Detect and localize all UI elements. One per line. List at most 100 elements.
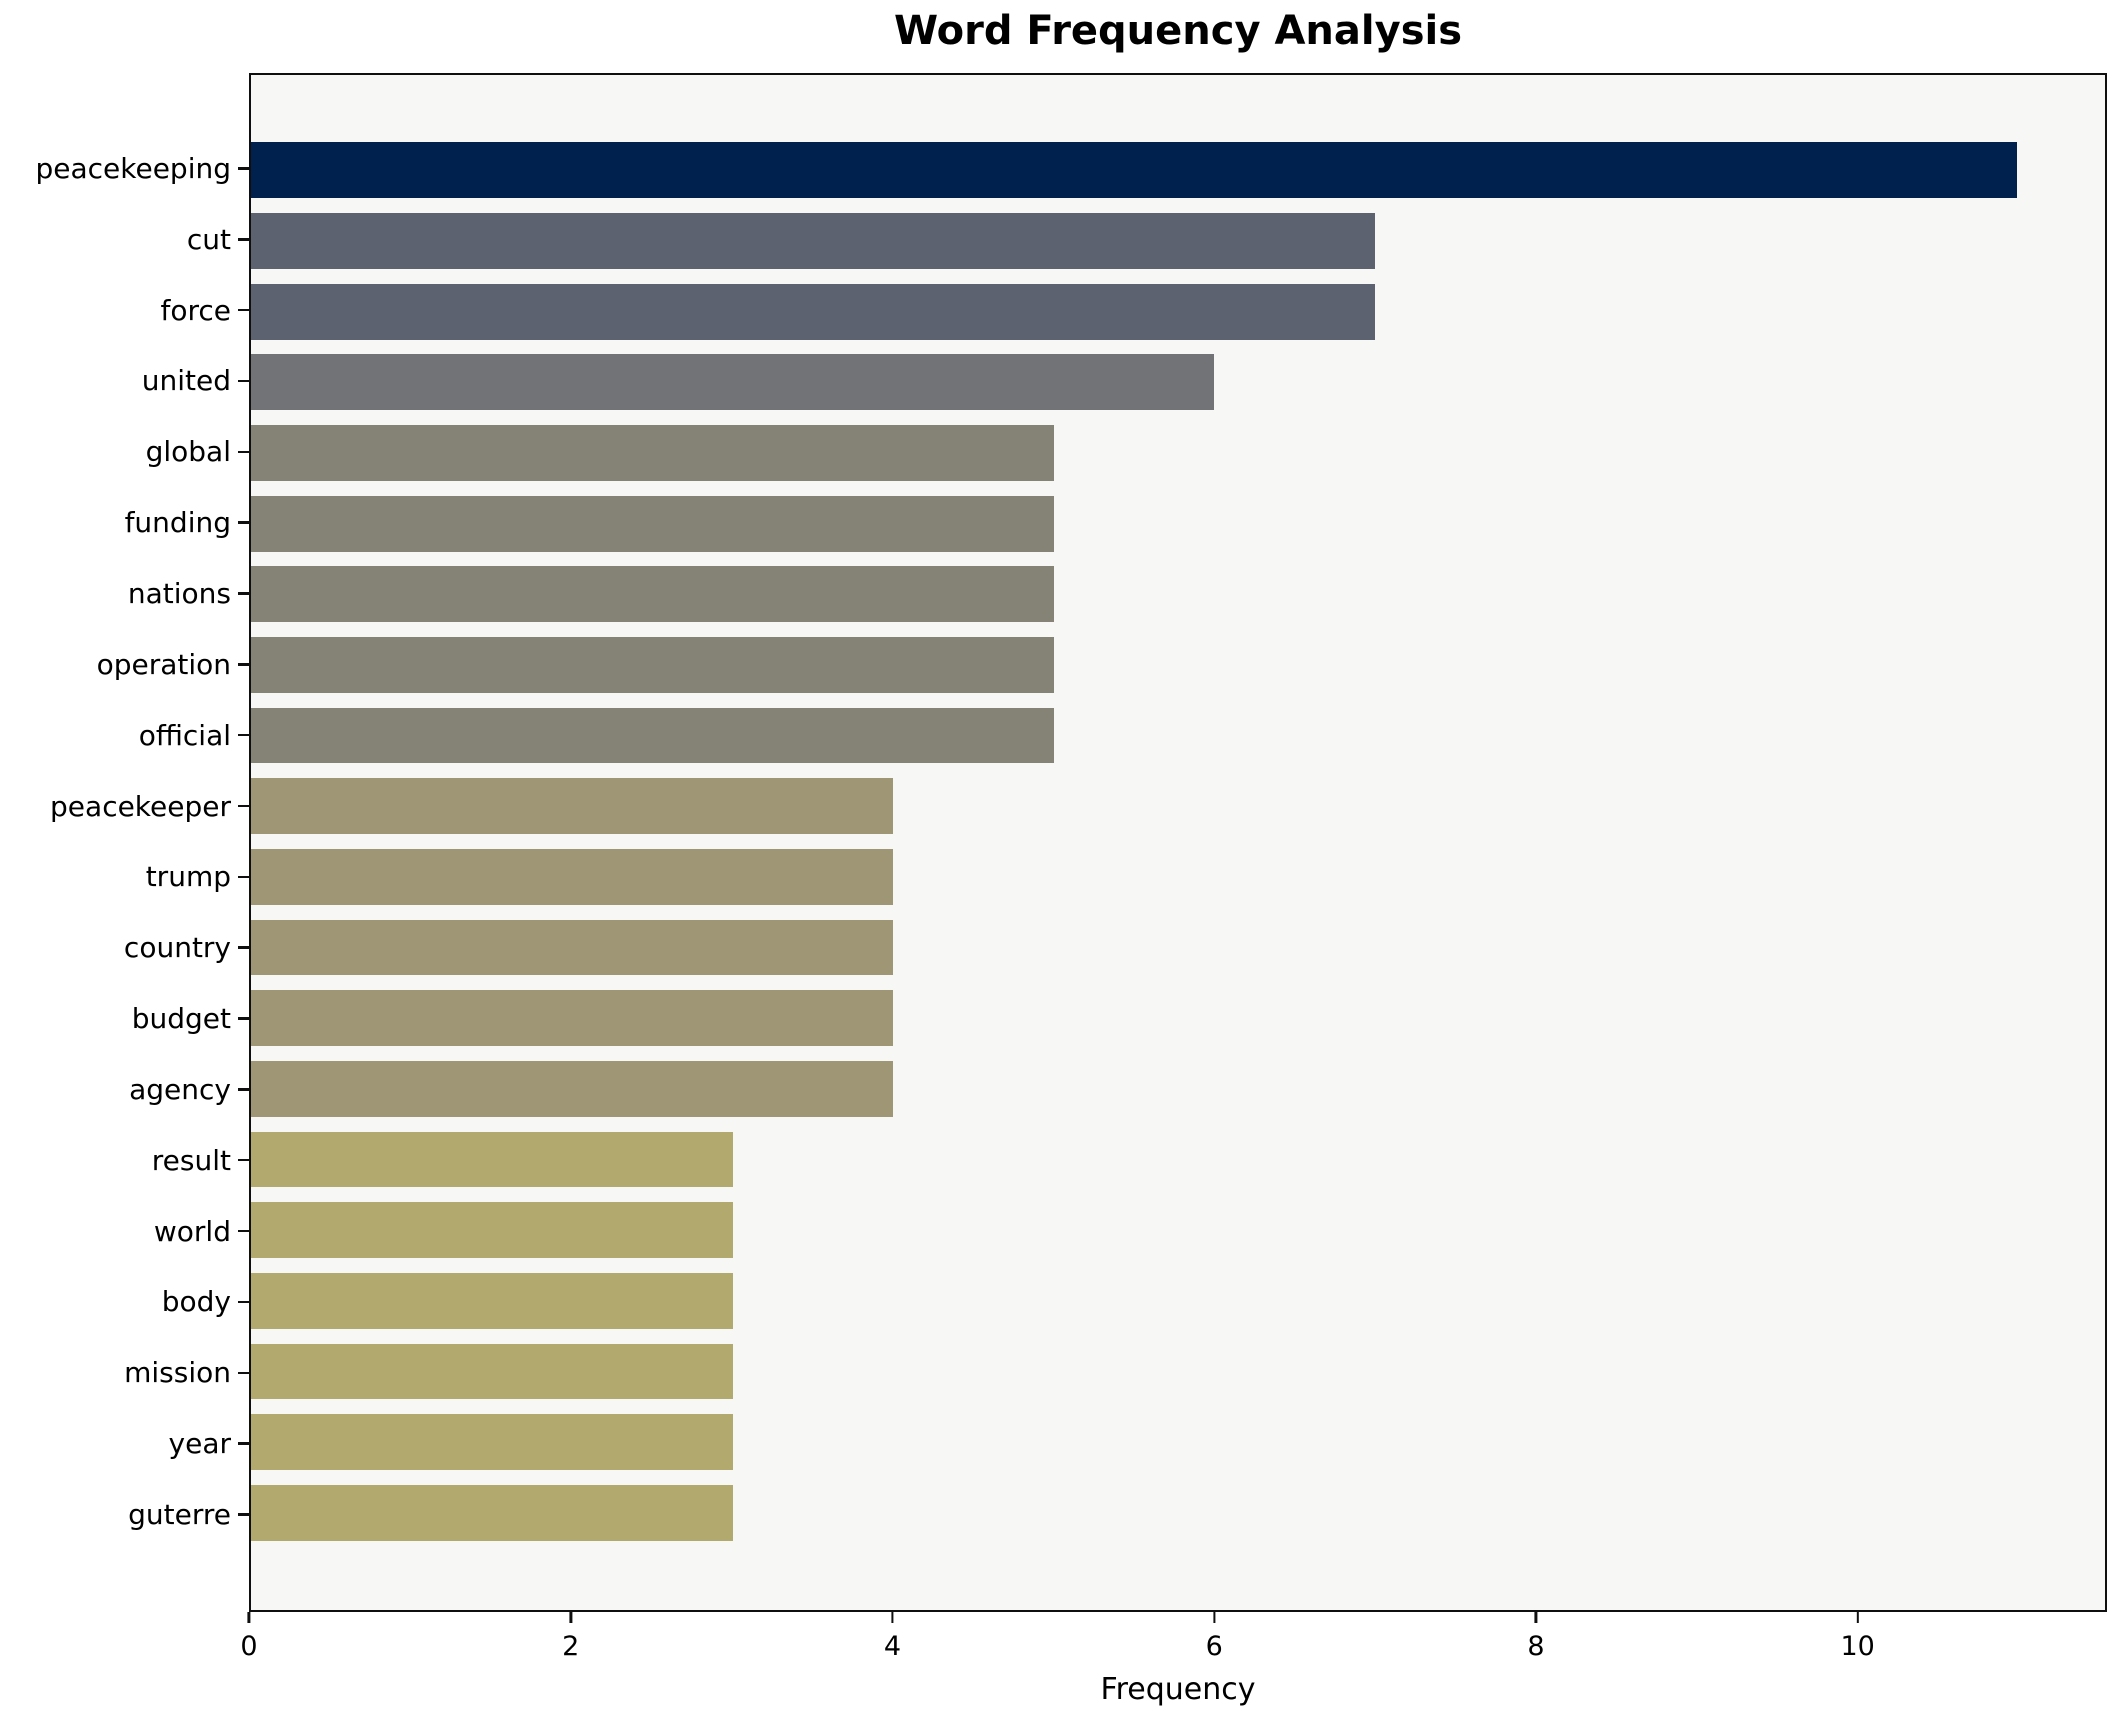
y-tick-row: peacekeeper: [0, 771, 249, 842]
y-tick-mark: [238, 450, 249, 454]
y-tick-label: result: [151, 1143, 231, 1177]
y-tick-row: body: [0, 1267, 249, 1338]
y-axis-labels: peacekeeping cut force united global funding n…: [0, 73, 249, 1612]
x-tick-mark: [1212, 1612, 1216, 1623]
bar-united: [251, 354, 1215, 411]
y-tick-mark: [238, 238, 249, 241]
y-tick-mark: [238, 946, 249, 949]
bar-row: [251, 418, 2105, 489]
y-tick-label: force: [160, 293, 231, 327]
bars-container: [251, 75, 2105, 1610]
x-axis-label: Frequency: [1100, 1672, 1256, 1707]
y-tick-row: world: [0, 1196, 249, 1267]
y-tick-row: operation: [0, 629, 249, 700]
y-tick-label: cut: [186, 222, 231, 256]
y-tick-mark: [238, 167, 249, 170]
y-tick-row: result: [0, 1125, 249, 1196]
y-tick-mark: [238, 663, 249, 666]
y-tick-label: global: [145, 435, 231, 469]
bar-row: [251, 276, 2105, 347]
y-tick-mark: [238, 379, 249, 383]
bar-guterre: [251, 1484, 733, 1541]
x-tick-label: 6: [1205, 1631, 1223, 1662]
bar-nations: [251, 566, 1054, 623]
y-tick-label: agency: [129, 1072, 231, 1106]
y-tick-mark: [238, 1442, 249, 1445]
x-tick-label: 4: [883, 1631, 902, 1662]
y-tick-row: cut: [0, 204, 249, 275]
y-tick-row: nations: [0, 558, 249, 629]
y-tick-row: united: [0, 346, 249, 417]
bar-row: [251, 842, 2105, 913]
bar-row: [251, 1407, 2105, 1478]
x-tick: 6: [1206, 1612, 1223, 1662]
bar-global: [251, 425, 1054, 481]
x-tick-label: 2: [562, 1631, 580, 1662]
bar-row: [251, 630, 2105, 701]
y-tick-row: peacekeeping: [0, 133, 249, 204]
x-tick-mark: [1856, 1612, 1859, 1623]
y-tick-row: global: [0, 416, 249, 487]
y-tick-label: world: [153, 1214, 231, 1248]
y-tick-mark: [238, 733, 249, 737]
y-tick-mark: [238, 308, 249, 312]
y-tick-mark: [238, 1017, 249, 1020]
y-tick-row: force: [0, 275, 249, 346]
bar-row: [251, 347, 2105, 418]
bar-row: [251, 559, 2105, 630]
bar-row: [251, 983, 2105, 1054]
x-tick-label: 10: [1840, 1631, 1875, 1662]
chart-title: Word Frequency Analysis: [893, 8, 1463, 54]
y-tick-label: official: [138, 718, 231, 752]
y-tick-mark: [238, 1158, 249, 1162]
bar-operation: [251, 637, 1054, 693]
y-tick-row: mission: [0, 1337, 249, 1408]
y-tick-label: budget: [131, 1002, 231, 1036]
bar-row: [251, 135, 2105, 206]
y-tick-mark: [238, 1300, 249, 1304]
bar-row: [251, 1336, 2105, 1407]
y-tick-row: budget: [0, 983, 249, 1054]
x-tick: 2: [562, 1612, 579, 1662]
y-tick-row: trump: [0, 841, 249, 912]
y-tick-mark: [238, 875, 249, 879]
bar-row: [251, 1054, 2105, 1125]
y-tick-label: operation: [96, 647, 231, 681]
bar-result: [251, 1131, 733, 1188]
x-tick: 8: [1527, 1612, 1545, 1662]
x-axis-ticks: 0 2 4 6 8 10: [240, 1612, 2107, 1672]
y-tick-row: year: [0, 1408, 249, 1479]
y-tick-label: mission: [124, 1356, 231, 1390]
x-tick: 4: [884, 1612, 901, 1662]
x-tick-mark: [891, 1612, 894, 1623]
y-tick-mark: [238, 521, 249, 524]
y-tick-row: guterre: [0, 1479, 249, 1550]
bar-country: [251, 919, 894, 976]
bar-row: [251, 700, 2105, 771]
y-tick-label: peacekeeper: [50, 789, 231, 823]
bar-agency: [251, 1060, 894, 1117]
x-tick: 10: [1840, 1612, 1875, 1662]
y-tick-mark: [238, 592, 249, 595]
y-tick-mark: [238, 1371, 249, 1375]
y-tick-row: agency: [0, 1054, 249, 1125]
bar-cut: [251, 213, 1375, 269]
y-tick-row: official: [0, 700, 249, 771]
bar-peacekeeper: [251, 778, 894, 835]
bar-force: [251, 283, 1375, 340]
y-tick-mark: [238, 1088, 249, 1091]
bar-trump: [251, 848, 894, 905]
x-tick-label: 8: [1527, 1631, 1545, 1662]
bar-row: [251, 1477, 2105, 1548]
x-tick-label: 0: [240, 1631, 258, 1662]
x-tick: 0: [240, 1612, 258, 1662]
y-tick-label: guterre: [128, 1497, 231, 1531]
bar-body: [251, 1272, 733, 1329]
y-tick-mark: [238, 1229, 249, 1233]
y-tick-label: nations: [127, 576, 231, 610]
y-tick-row: funding: [0, 487, 249, 558]
bar-world: [251, 1202, 733, 1259]
bar-row: [251, 912, 2105, 983]
y-tick-label: year: [168, 1427, 231, 1461]
